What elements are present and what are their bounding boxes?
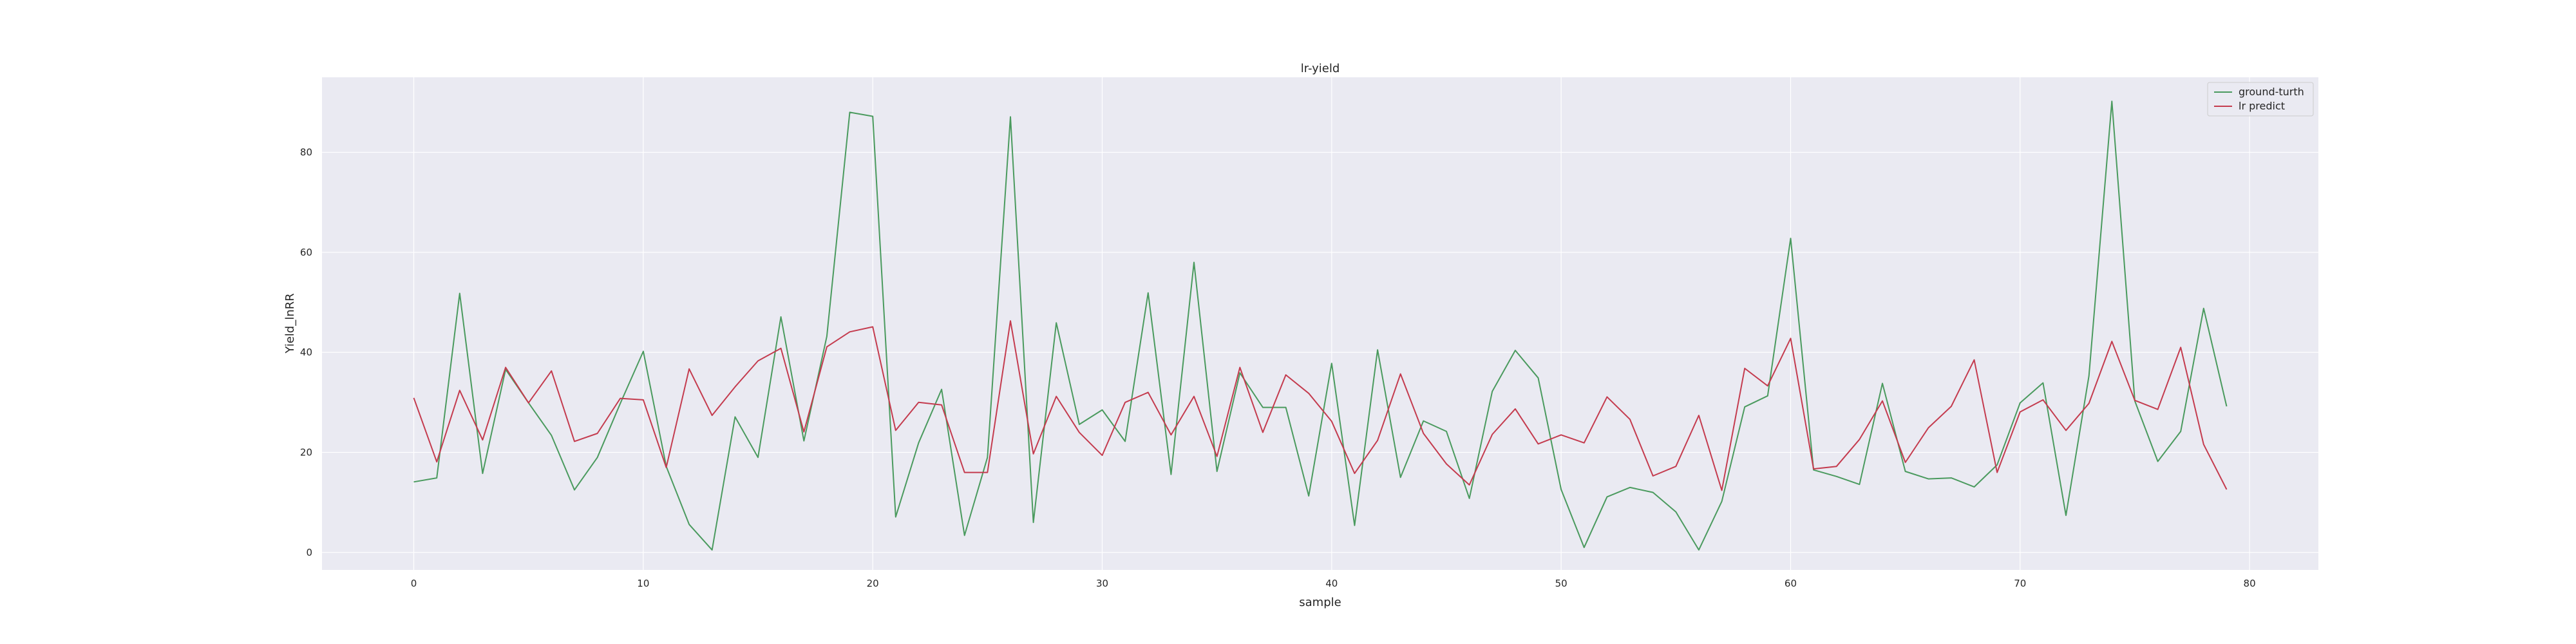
y-tick-label: 0 <box>306 547 312 558</box>
grid-lines <box>322 77 2318 570</box>
legend-box <box>2207 82 2314 117</box>
x-tick-label: 10 <box>637 578 649 589</box>
x-tick-label: 0 <box>411 578 417 589</box>
x-tick-label: 70 <box>2014 578 2026 589</box>
y-tick-labels: 0 20 40 60 80 <box>300 146 312 558</box>
x-axis-label: sample <box>1299 596 1341 609</box>
y-axis-label: Yield_lnRR <box>283 293 297 354</box>
chart-title: lr-yield <box>1301 62 1340 75</box>
legend: ground-turth lr predict <box>2207 82 2314 117</box>
y-tick-label: 40 <box>300 346 312 358</box>
x-tick-label: 80 <box>2244 578 2256 589</box>
x-tick-label: 50 <box>1555 578 1567 589</box>
y-tick-label: 20 <box>300 446 312 458</box>
plot-background <box>322 77 2318 570</box>
y-tick-label: 80 <box>300 146 312 158</box>
series-line-lr-predict <box>413 320 2228 491</box>
x-tick-label: 20 <box>867 578 879 589</box>
legend-label: ground-turth <box>2239 86 2304 98</box>
x-tick-label: 60 <box>1785 578 1797 589</box>
x-tick-label: 40 <box>1325 578 1338 589</box>
x-tick-labels: 0 10 20 30 40 50 60 70 80 <box>411 578 2256 589</box>
series-layer <box>413 100 2228 551</box>
legend-label: lr predict <box>2239 100 2285 112</box>
y-tick-label: 60 <box>300 247 312 258</box>
series-line-ground-truth <box>413 100 2228 551</box>
x-tick-label: 30 <box>1096 578 1108 589</box>
